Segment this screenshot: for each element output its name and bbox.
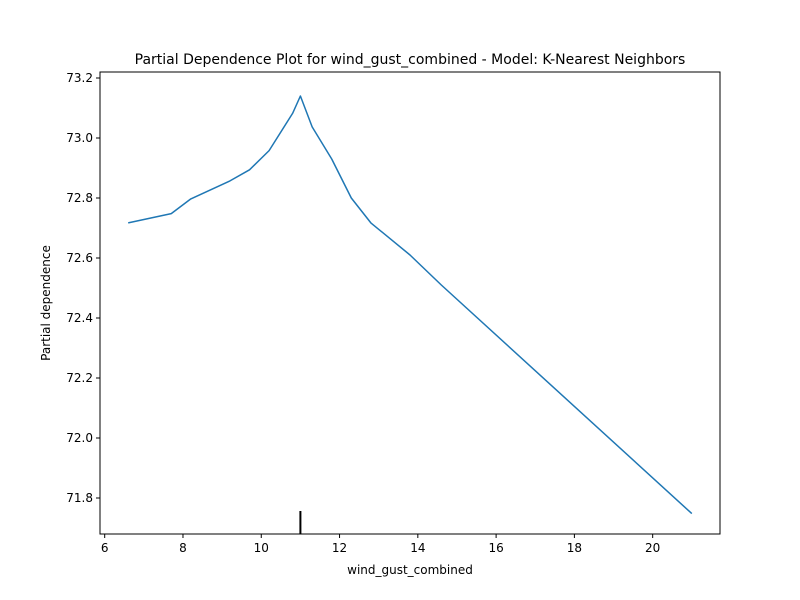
y-tick-label: 73.2 [66, 71, 93, 85]
x-tick-label: 14 [410, 541, 425, 555]
y-tick-label: 73.0 [66, 131, 93, 145]
x-tick-label: 10 [254, 541, 269, 555]
x-tick-label: 20 [645, 541, 660, 555]
y-tick-label: 72.6 [66, 251, 93, 265]
x-tick-label: 12 [332, 541, 347, 555]
y-tick-label: 72.4 [66, 311, 93, 325]
x-tick-label: 16 [488, 541, 503, 555]
x-tick-label: 8 [179, 541, 187, 555]
y-axis: 71.8 72.0 72.2 72.4 72.6 72.8 73.0 73.2 [66, 71, 100, 505]
y-axis-label: Partial dependence [39, 245, 53, 361]
x-axis-label: wind_gust_combined [347, 563, 473, 577]
x-tick-label: 18 [567, 541, 582, 555]
y-tick-label: 71.8 [66, 491, 93, 505]
y-tick-label: 72.2 [66, 371, 93, 385]
x-axis: 6 8 10 12 14 16 18 20 [101, 534, 660, 555]
series-line [128, 95, 693, 515]
plot-area [128, 95, 693, 534]
y-tick-label: 72.0 [66, 431, 93, 445]
chart-title: Partial Dependence Plot for wind_gust_co… [135, 52, 686, 68]
y-tick-label: 72.8 [66, 191, 93, 205]
plot-frame [99, 71, 721, 535]
x-tick-label: 6 [101, 541, 109, 555]
